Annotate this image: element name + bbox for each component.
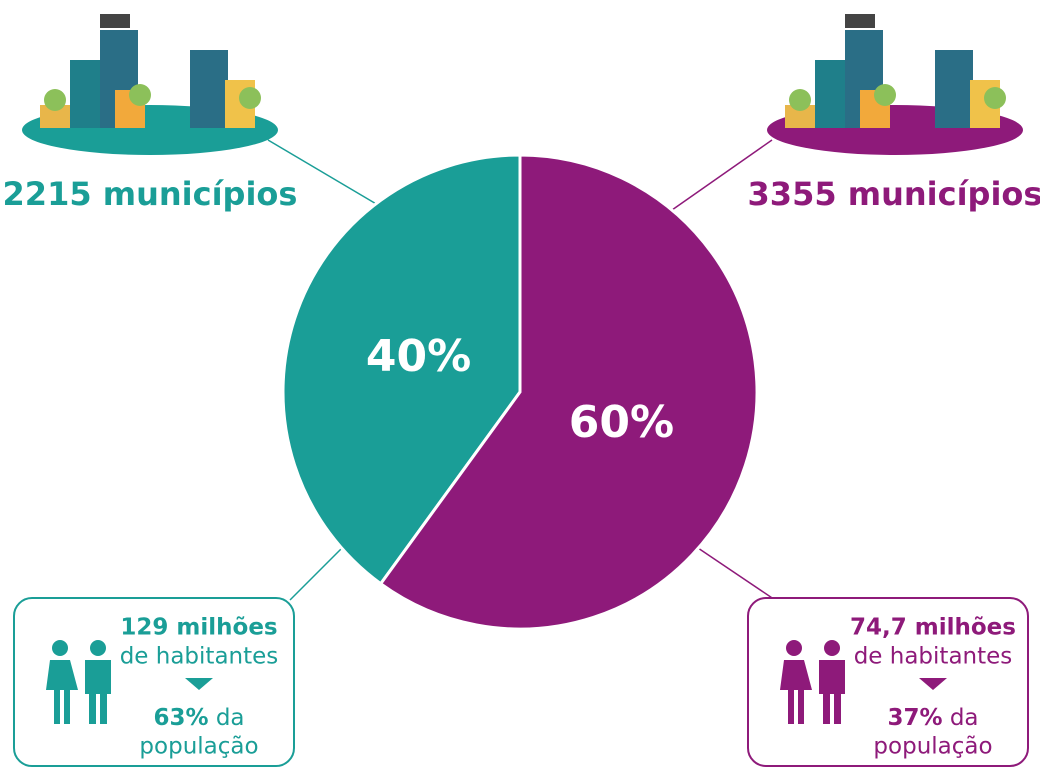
tree bbox=[789, 89, 811, 111]
city-icon bbox=[22, 14, 278, 155]
population-unit: de habitantes bbox=[120, 644, 279, 670]
municipality-count: 2215 municípios bbox=[3, 175, 298, 213]
connector bbox=[290, 548, 342, 600]
population-share: 37% da bbox=[887, 705, 978, 731]
person-head bbox=[52, 640, 68, 656]
person-head bbox=[786, 640, 802, 656]
share-value: 63% bbox=[153, 705, 208, 731]
share-suffix: da bbox=[216, 705, 245, 731]
slice-label: 60% bbox=[569, 397, 674, 448]
population-share: 63% da bbox=[153, 705, 244, 731]
population-amount: 74,7 milhões bbox=[850, 615, 1016, 641]
tree bbox=[129, 84, 151, 106]
population-label: população bbox=[139, 734, 258, 760]
building bbox=[190, 50, 228, 128]
share-suffix: da bbox=[950, 705, 979, 731]
slice-label: 40% bbox=[366, 331, 471, 382]
population-amount: 129 milhões bbox=[120, 615, 277, 641]
chimney bbox=[845, 14, 875, 28]
share-value: 37% bbox=[887, 705, 942, 731]
city-icon bbox=[767, 14, 1023, 155]
chart: 2215 municípios 129 milhões de habitantes 6… bbox=[0, 0, 1040, 772]
tree bbox=[984, 87, 1006, 109]
population-label: população bbox=[873, 734, 992, 760]
person-head bbox=[824, 640, 840, 656]
tree bbox=[874, 84, 896, 106]
population-unit: de habitantes bbox=[854, 644, 1013, 670]
person-head bbox=[90, 640, 106, 656]
building bbox=[935, 50, 973, 128]
tree bbox=[44, 89, 66, 111]
municipality-count: 3355 municípios bbox=[748, 175, 1040, 213]
tree bbox=[239, 87, 261, 109]
chimney bbox=[100, 14, 130, 28]
